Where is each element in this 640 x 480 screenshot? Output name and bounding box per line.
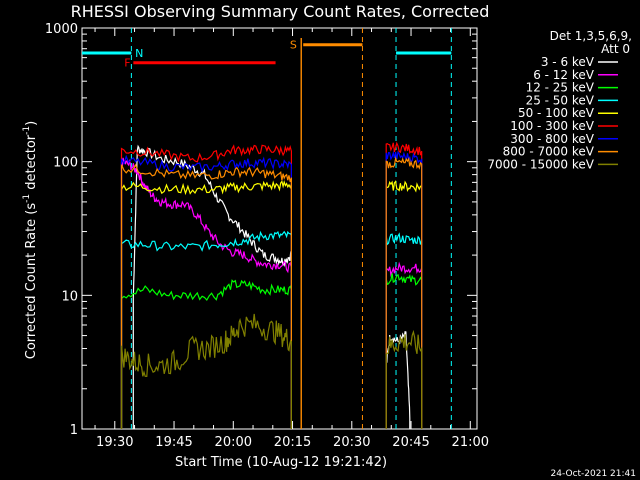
series-line <box>385 273 423 429</box>
y-axis-label-mid: detector <box>24 134 39 194</box>
x-tick-label: 20:45 <box>392 435 429 450</box>
footer-date: 24-Oct-2021 21:41 <box>551 469 636 479</box>
x-tick-label: 20:00 <box>215 435 252 450</box>
x-tick-label: 19:30 <box>96 435 133 450</box>
series-6-12-kev <box>120 157 423 429</box>
series-50-100-kev <box>120 180 423 429</box>
series-100-300-kev <box>120 141 423 429</box>
series-25-50-kev <box>120 230 423 429</box>
flag-label: F <box>124 57 130 70</box>
x-axis: 19:30 19:45 20:00 20:15 20:30 20:45 21:00 <box>94 28 489 450</box>
legend-label: 800 - 7000 keV <box>503 145 595 159</box>
legend-label: 3 - 6 keV <box>541 55 595 69</box>
flag-n: N <box>82 28 452 429</box>
flag-f: F <box>124 57 276 70</box>
flag-label: S <box>290 39 297 52</box>
y-tick-label: 10 <box>61 289 78 304</box>
legend-label: 25 - 50 keV <box>526 93 595 107</box>
series-line <box>120 180 292 429</box>
y-axis: 1 10 100 1000 <box>45 22 477 438</box>
x-tick-label: 19:45 <box>155 435 192 450</box>
plot-frame <box>81 27 478 430</box>
series-300-800-kev <box>120 150 423 429</box>
x-tick-label: 20:15 <box>274 435 311 450</box>
legend-label: 6 - 12 keV <box>533 68 595 82</box>
series-line <box>120 230 292 429</box>
series-12-25-kev <box>120 273 423 429</box>
y-tick-label: 1 <box>70 423 78 438</box>
series-line <box>385 150 423 429</box>
x-axis-label: Start Time (10-Aug-12 19:21:42) <box>175 455 387 470</box>
series-line <box>132 144 292 429</box>
series-line <box>120 154 292 429</box>
y-tick-label: 1000 <box>45 22 78 37</box>
legend-label: 12 - 25 keV <box>526 81 595 95</box>
legend-header-line1: Det 1,3,5,6,9, <box>550 29 632 43</box>
y-tick-label: 100 <box>53 156 78 171</box>
series-layer <box>120 141 423 429</box>
y-axis-label-end: ) <box>24 121 39 126</box>
flag-s: S <box>290 28 363 429</box>
legend-label: 300 - 800 keV <box>510 132 594 146</box>
series-line <box>120 163 292 429</box>
x-tick-label: 20:30 <box>333 435 370 450</box>
y-axis-label-main: Corrected Count Rate (s <box>24 203 39 360</box>
legend-header-line2: Att 0 <box>601 42 630 56</box>
y-axis-label-exp1: -1 <box>22 194 32 203</box>
series-line <box>385 329 423 429</box>
series-line <box>120 157 292 429</box>
series-7000-15000-kev <box>120 313 423 429</box>
legend-label: 7000 - 15000 keV <box>487 157 594 171</box>
y-axis-label: Corrected Count Rate (s-1 detector-1) <box>22 121 39 359</box>
flag-label: N <box>135 47 143 60</box>
series-line <box>385 232 423 429</box>
series-line <box>120 279 292 429</box>
y-axis-label-exp2: -1 <box>22 126 32 135</box>
series-line <box>385 141 423 429</box>
legend-label: 100 - 300 keV <box>510 119 594 133</box>
chart-title: RHESSI Observing Summary Count Rates, Co… <box>71 2 490 21</box>
legend-label: 50 - 100 keV <box>518 106 595 120</box>
series-line <box>385 180 423 429</box>
flag-layer: NF S <box>82 28 452 429</box>
series-line <box>385 261 423 429</box>
series-line <box>385 156 423 429</box>
series-800-7000-kev <box>120 156 423 429</box>
x-tick-label: 21:00 <box>452 435 489 450</box>
series-line <box>120 144 292 429</box>
series-line <box>120 313 292 429</box>
